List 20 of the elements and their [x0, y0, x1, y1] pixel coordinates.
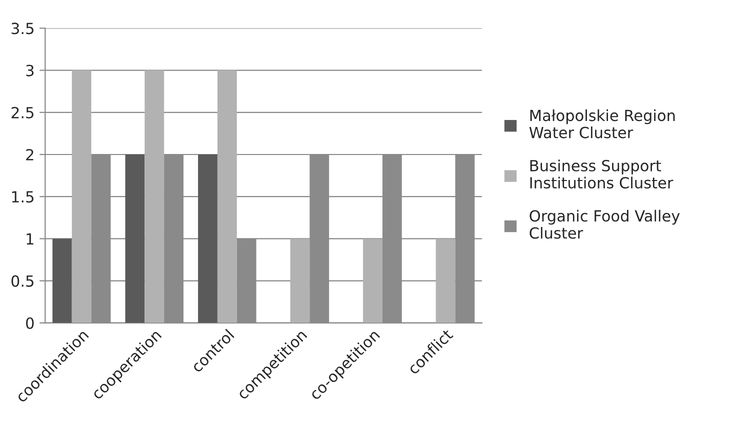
y-tick-label: 0.5 — [11, 275, 34, 287]
bar — [144, 70, 164, 323]
y-tick-label: 3 — [26, 64, 34, 76]
bar — [436, 238, 456, 323]
legend-label: Małopolskie Region Water Cluster — [529, 109, 675, 138]
legend-label: Organic Food Valley Cluster — [530, 210, 680, 239]
y-tick-label: 0 — [26, 317, 34, 329]
bar — [290, 238, 310, 323]
bar — [198, 154, 218, 323]
y-tick-label: 1.5 — [12, 191, 34, 203]
legend-label: Business Support Institutions Cluster — [530, 160, 674, 189]
bar — [72, 70, 92, 323]
bar — [52, 238, 72, 323]
bar — [363, 238, 382, 323]
bar — [125, 154, 145, 323]
y-tick-label: 2.5 — [12, 106, 34, 118]
y-tick-label: 2 — [26, 148, 34, 160]
y-tick-label: 1 — [26, 233, 34, 245]
y-tick-label: 3.5 — [12, 22, 34, 34]
bar — [217, 70, 237, 323]
